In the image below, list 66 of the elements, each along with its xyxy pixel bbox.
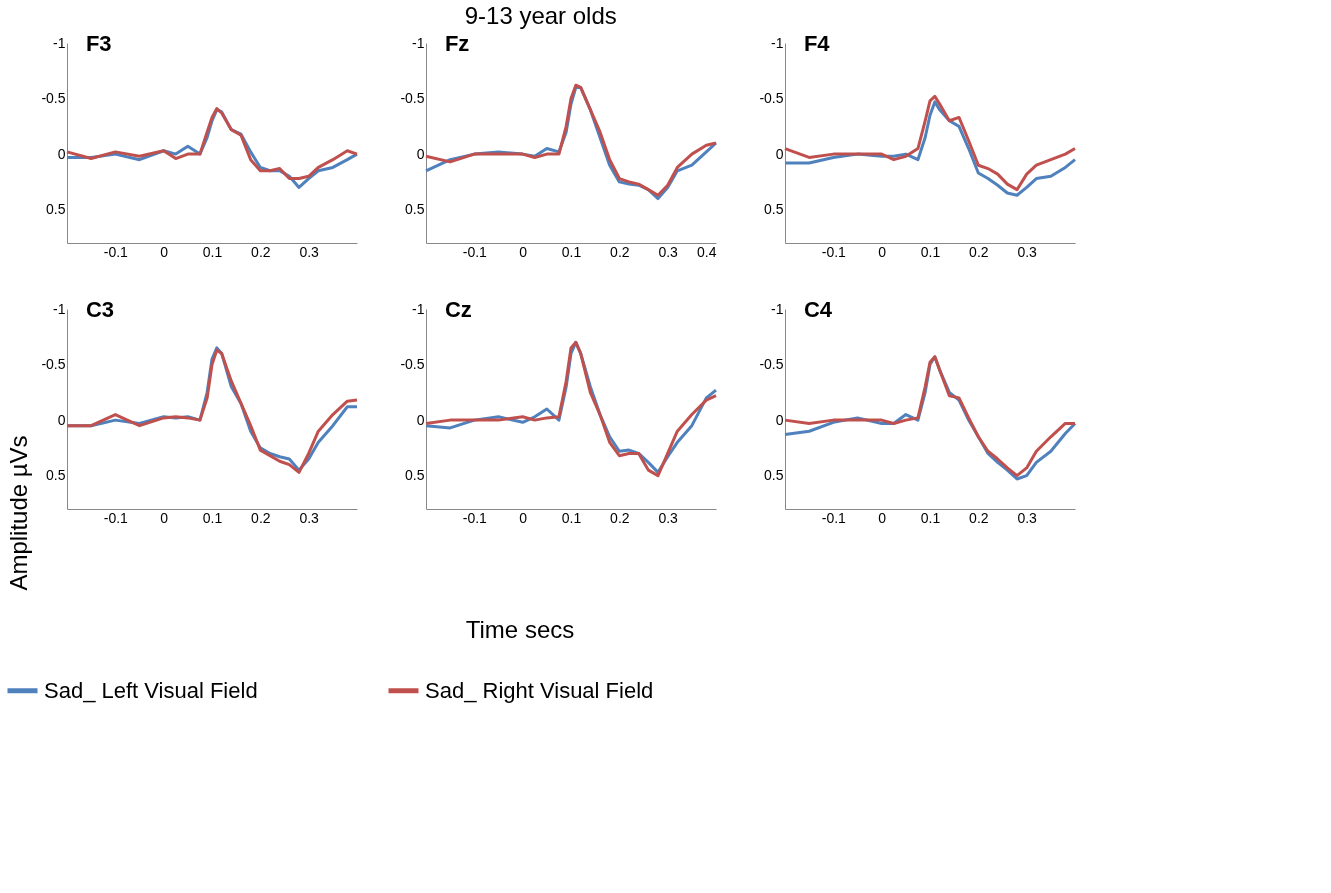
y-tick-label: 0.5: [764, 201, 784, 218]
y-tick-label: 0: [57, 411, 66, 428]
x-tick-label: -0.1: [103, 243, 129, 260]
x-tick-label: -0.1: [821, 509, 847, 526]
y-tick-label: 0.5: [46, 467, 66, 484]
y-tick-label: 0: [57, 145, 66, 162]
y-tick-label: 0: [775, 411, 784, 428]
y-tick-label: 0: [416, 411, 425, 428]
y-tick-label: -0.5: [400, 90, 425, 107]
x-tick-label: 0.3: [658, 243, 679, 260]
y-tick-label: -1: [53, 34, 66, 51]
y-tick-label: 0.5: [46, 201, 66, 218]
chart-title: C3: [85, 297, 114, 322]
text: Amplitude µVs: [5, 435, 32, 591]
x-tick-label: 0: [519, 509, 528, 526]
x-tick-label: 0.3: [1017, 509, 1038, 526]
x-tick-label: -0.1: [462, 509, 488, 526]
chart-title: F4: [803, 31, 831, 56]
legend-label: Sad_ Right Visual Field: [425, 677, 654, 703]
x-tick-label: 0.1: [202, 243, 223, 260]
chart-title: Cz: [444, 297, 472, 322]
x-tick-label: 0.3: [658, 509, 679, 526]
x-tick-label: 0: [160, 243, 169, 260]
y-tick-label: -0.5: [759, 90, 784, 107]
y-tick-label: -1: [771, 34, 784, 51]
legend-label: Sad_ Left Visual Field: [44, 677, 258, 703]
x-tick-label: 0.2: [969, 243, 989, 260]
y-tick-label: -1: [771, 300, 784, 317]
x-tick-label: -0.1: [103, 509, 129, 526]
x-tick-label: 0: [519, 243, 528, 260]
x-tick-label: -0.1: [821, 243, 847, 260]
x-tick-label: 0: [878, 243, 887, 260]
x-tick-label: 0.2: [251, 509, 271, 526]
x-tick-label: 0.2: [969, 509, 989, 526]
y-tick-label: -0.5: [400, 356, 425, 373]
y-tick-label: -0.5: [41, 90, 66, 107]
x-tick-label: 0: [878, 509, 887, 526]
x-tick-label: 0.3: [1017, 243, 1038, 260]
x-tick-label: 0.1: [561, 243, 582, 260]
chart-title: F3: [85, 31, 112, 56]
y-tick-label: 0: [416, 145, 425, 162]
y-tick-label: 0.5: [764, 467, 784, 484]
y-tick-label: -1: [412, 34, 425, 51]
y-tick-label: -0.5: [41, 356, 66, 373]
x-tick-label: 0.1: [920, 509, 941, 526]
y-tick-label: -1: [412, 300, 425, 317]
y-tick-label: -1: [53, 300, 66, 317]
x-tick-label: 0.1: [920, 243, 941, 260]
x-tick-label: 0: [160, 509, 169, 526]
x-tick-label: 0.4: [697, 243, 717, 260]
y-tick-label: 0.5: [405, 201, 425, 218]
text: Time secs: [465, 616, 575, 643]
y-tick-label: 0.5: [405, 467, 425, 484]
x-tick-label: -0.1: [462, 243, 488, 260]
x-tick-label: 0.2: [610, 243, 630, 260]
x-tick-label: 0.2: [251, 243, 271, 260]
x-tick-label: 0.2: [610, 509, 630, 526]
text: 9-13 year olds: [464, 2, 617, 29]
y-tick-label: -0.5: [759, 356, 784, 373]
y-tick-label: 0: [775, 145, 784, 162]
x-tick-label: 0.1: [202, 509, 223, 526]
x-tick-label: 0.1: [561, 509, 582, 526]
x-tick-label: 0.3: [299, 243, 320, 260]
chart-title: Fz: [444, 31, 470, 56]
chart-title: C4: [803, 297, 833, 322]
x-tick-label: 0.3: [299, 509, 320, 526]
